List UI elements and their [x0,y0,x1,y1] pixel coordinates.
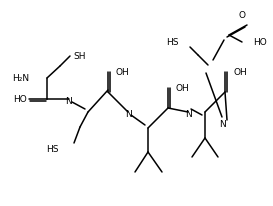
Text: H₂N: H₂N [12,74,29,82]
Text: OH: OH [176,83,190,92]
Text: SH: SH [73,52,85,61]
Text: OH: OH [233,68,247,76]
Text: N: N [185,110,191,118]
Text: N: N [219,119,225,129]
Text: N: N [66,96,72,105]
Text: HS: HS [167,37,179,47]
Text: HS: HS [46,145,59,154]
Text: HO: HO [253,37,267,47]
Text: O: O [239,11,245,20]
Text: HO: HO [13,95,27,103]
Text: OH: OH [116,68,130,76]
Text: N: N [125,110,131,118]
